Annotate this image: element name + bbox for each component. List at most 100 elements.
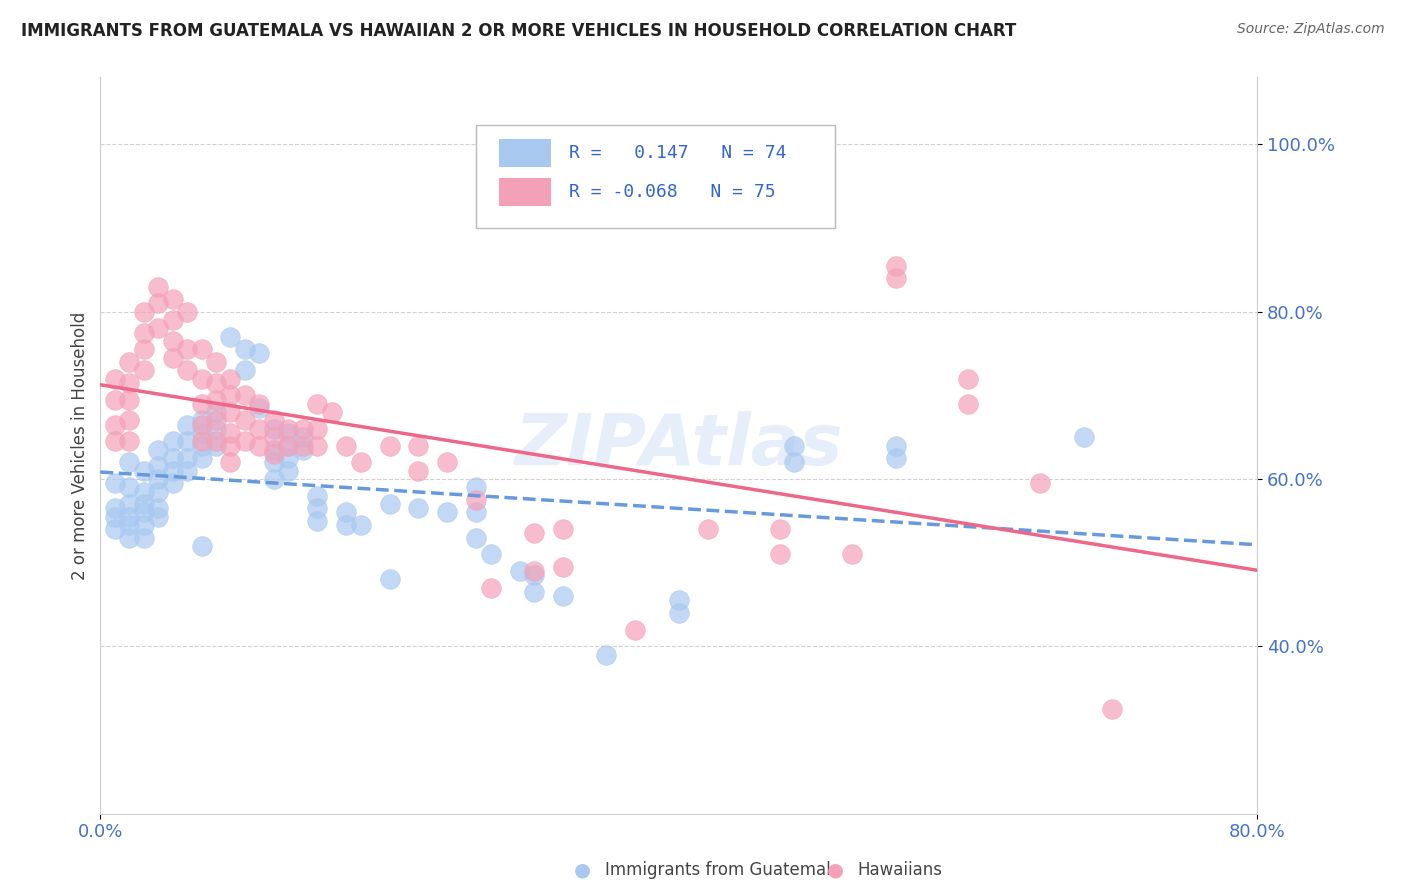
Point: [378, 573, 401, 587]
Point: [884, 259, 907, 273]
Point: [219, 405, 242, 419]
Point: [104, 371, 127, 385]
Point: [277, 422, 299, 436]
Point: [176, 343, 198, 357]
Point: [668, 593, 690, 607]
Point: [523, 564, 546, 578]
Point: [205, 376, 228, 390]
Point: [104, 476, 127, 491]
Point: [263, 455, 285, 469]
Point: [118, 497, 141, 511]
Point: [162, 351, 184, 365]
Point: [551, 589, 574, 603]
Point: [783, 438, 806, 452]
Point: [219, 438, 242, 452]
Point: [205, 355, 228, 369]
Point: [190, 343, 212, 357]
Point: [523, 526, 546, 541]
Point: [104, 522, 127, 536]
Point: [148, 321, 170, 335]
Point: [307, 422, 329, 436]
Point: [148, 442, 170, 457]
Point: [148, 472, 170, 486]
Point: [277, 425, 299, 440]
Point: [291, 430, 314, 444]
Point: [291, 438, 314, 452]
Point: [190, 397, 212, 411]
Point: [956, 371, 979, 385]
Point: [132, 304, 155, 318]
Point: [595, 648, 617, 662]
Point: [349, 518, 371, 533]
Point: [118, 518, 141, 533]
Point: [132, 497, 155, 511]
Point: [551, 559, 574, 574]
Point: [233, 343, 256, 357]
Text: R =   0.147   N = 74: R = 0.147 N = 74: [569, 145, 786, 162]
Point: [263, 442, 285, 457]
Text: ZIPAtlas: ZIPAtlas: [515, 411, 844, 480]
Point: [190, 413, 212, 427]
Point: [307, 438, 329, 452]
Point: [277, 464, 299, 478]
Point: [190, 417, 212, 432]
Point: [465, 505, 488, 519]
Y-axis label: 2 or more Vehicles in Household: 2 or more Vehicles in Household: [72, 311, 89, 580]
Point: [884, 451, 907, 466]
Point: [335, 438, 357, 452]
Point: [176, 363, 198, 377]
Point: [1073, 430, 1095, 444]
Point: [956, 397, 979, 411]
Point: [148, 484, 170, 499]
Point: [162, 464, 184, 478]
Point: [118, 455, 141, 469]
Point: [162, 292, 184, 306]
Point: [118, 509, 141, 524]
Point: [118, 355, 141, 369]
Point: [104, 501, 127, 516]
Point: [307, 514, 329, 528]
Point: [176, 464, 198, 478]
Point: [233, 388, 256, 402]
Point: [132, 363, 155, 377]
Point: [132, 505, 155, 519]
Point: [247, 438, 270, 452]
Point: [247, 401, 270, 415]
Point: [263, 472, 285, 486]
Point: [162, 434, 184, 449]
Point: [436, 455, 458, 469]
Point: [479, 581, 502, 595]
Point: [263, 447, 285, 461]
Point: [668, 606, 690, 620]
Point: [1029, 476, 1052, 491]
Point: [841, 547, 863, 561]
Point: [148, 509, 170, 524]
Point: [263, 430, 285, 444]
Point: [190, 371, 212, 385]
Point: [190, 434, 212, 449]
Point: [378, 497, 401, 511]
Point: [247, 397, 270, 411]
Point: [233, 363, 256, 377]
Point: [148, 459, 170, 474]
Point: [104, 417, 127, 432]
Point: [118, 480, 141, 494]
Text: Source: ZipAtlas.com: Source: ZipAtlas.com: [1237, 22, 1385, 37]
Point: [205, 413, 228, 427]
Point: [176, 417, 198, 432]
Point: [523, 585, 546, 599]
Point: [349, 455, 371, 469]
Point: [291, 422, 314, 436]
Point: [148, 279, 170, 293]
Point: [190, 438, 212, 452]
Point: [132, 464, 155, 478]
Point: [465, 531, 488, 545]
Point: [436, 505, 458, 519]
Point: [408, 438, 430, 452]
Point: [176, 451, 198, 466]
Point: [118, 392, 141, 407]
Point: [291, 442, 314, 457]
Point: [233, 413, 256, 427]
Point: [551, 522, 574, 536]
Point: [277, 451, 299, 466]
